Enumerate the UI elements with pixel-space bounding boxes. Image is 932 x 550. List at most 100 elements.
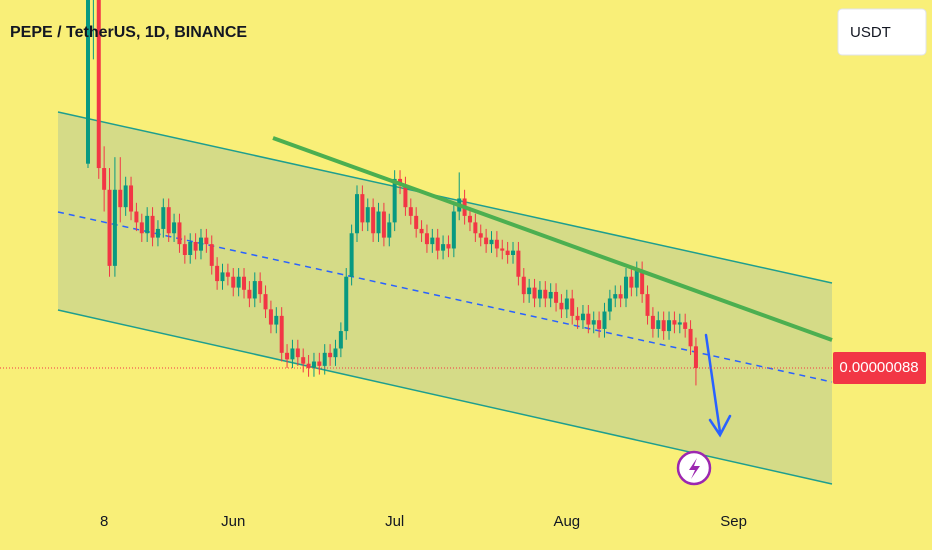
candle-body: [419, 228, 424, 234]
candle-body: [376, 211, 381, 234]
candle-body: [656, 320, 661, 329]
candle-body: [591, 320, 596, 325]
candle-body: [295, 348, 300, 358]
chart-title: PEPE / TetherUS, 1D, BINANCE: [10, 24, 247, 41]
currency-button[interactable]: [837, 8, 927, 56]
candle-body: [150, 215, 155, 238]
candle-body: [322, 352, 327, 366]
candle-body: [166, 207, 171, 234]
candle-body: [661, 320, 666, 332]
candle-body: [231, 276, 236, 288]
candle-body: [602, 311, 607, 329]
candle-body: [467, 215, 472, 223]
candle-body: [182, 244, 187, 255]
candle-body: [172, 222, 177, 234]
candle-body: [543, 289, 548, 299]
candle-body: [96, 0, 101, 169]
candle-body: [489, 239, 494, 245]
candle-body: [387, 222, 392, 238]
candle-body: [360, 194, 365, 223]
lightning: [689, 458, 700, 479]
candle-body: [188, 241, 193, 255]
candle-body: [640, 270, 645, 295]
candle-body: [650, 315, 655, 329]
candle-body: [311, 361, 316, 369]
last-price-label: 0.00000088: [839, 359, 918, 376]
down-arrow: [704, 333, 732, 438]
candle-body: [134, 211, 139, 223]
candle-body: [129, 185, 134, 212]
candle-body: [424, 233, 429, 245]
candle-body: [268, 309, 273, 325]
candle-body: [198, 237, 203, 251]
candle-body: [236, 276, 241, 288]
candle-body: [242, 276, 247, 290]
candle-body: [408, 207, 413, 216]
candle-body: [123, 185, 128, 208]
candle-body: [677, 322, 682, 325]
candle-body: [301, 357, 306, 364]
candle-body: [672, 320, 677, 325]
candle-body: [392, 178, 397, 223]
candle-body: [505, 250, 510, 255]
candle-body: [580, 313, 585, 321]
candle-body: [371, 207, 376, 234]
candle-body: [209, 244, 214, 266]
candle-body: [494, 239, 499, 249]
candle-body: [263, 294, 268, 310]
candle-body: [693, 346, 698, 369]
candle-body: [161, 207, 166, 229]
candle-body: [586, 313, 591, 325]
x-tick-label: 8: [100, 513, 108, 530]
candle-body: [225, 272, 230, 277]
candle-body: [559, 302, 564, 310]
candle-body: [306, 363, 311, 369]
candle-body: [414, 215, 419, 229]
candle-body: [667, 320, 672, 332]
candle-body: [155, 228, 160, 238]
channel-middle: [57, 211, 833, 383]
channel-fill: [58, 112, 832, 484]
candle-body: [355, 194, 359, 234]
candle-body: [204, 237, 209, 245]
candle-body: [279, 315, 284, 353]
candle-body: [344, 276, 349, 332]
candle-body: [145, 215, 150, 234]
candle-body: [537, 289, 542, 299]
candle-body: [252, 281, 257, 299]
x-tick-label: Aug: [553, 513, 580, 530]
currency-label[interactable]: USDT: [850, 24, 891, 41]
candle-body: [215, 265, 220, 282]
candle-body: [500, 248, 505, 251]
candle-body: [516, 250, 521, 277]
candle-body: [607, 298, 612, 312]
candle-body: [317, 361, 322, 366]
candle-body: [441, 244, 446, 251]
candle-body: [86, 0, 90, 164]
x-tick-label: Jun: [221, 513, 245, 530]
candle-body: [349, 233, 354, 277]
candle-body: [102, 168, 107, 190]
candle-body: [527, 287, 532, 295]
candle-body: [624, 276, 628, 299]
candle-body: [451, 211, 456, 249]
x-tick-label: Sep: [720, 513, 747, 530]
candle-body: [683, 322, 688, 329]
candle-body: [570, 298, 575, 316]
channel-upper: [57, 111, 833, 284]
candle-body: [548, 291, 553, 299]
candle-body: [473, 222, 478, 234]
candle-body: [634, 270, 639, 288]
candle-body: [381, 211, 386, 238]
candle-body: [564, 298, 569, 310]
candle-body: [484, 237, 489, 245]
candle-body: [554, 291, 559, 303]
candle-body: [274, 315, 279, 325]
candle-body: [118, 189, 123, 208]
candle-body: [613, 294, 618, 299]
candle-body: [618, 294, 623, 299]
candle-body: [430, 237, 435, 245]
candle-body: [403, 185, 408, 208]
